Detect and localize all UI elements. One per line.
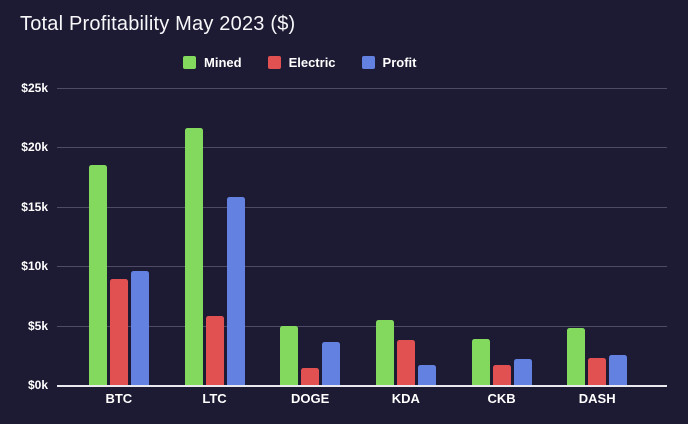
y-tick-label: $20k	[21, 140, 48, 155]
bar-group-dash	[549, 88, 645, 385]
bar-profit-btc[interactable]	[130, 270, 149, 385]
x-tick-label-doge: DOGE	[291, 391, 330, 406]
bar-mined-kda[interactable]	[375, 319, 394, 385]
x-tick-label-btc: BTC	[105, 391, 133, 406]
grid-line	[57, 266, 667, 268]
bar-profit-kda[interactable]	[417, 364, 436, 385]
bar-mined-doge[interactable]	[280, 325, 299, 385]
chart-title: Total Profitability May 2023 ($)	[20, 13, 296, 35]
bar-electric-ckb[interactable]	[492, 364, 511, 385]
x-tick-label-dash: DASH	[578, 391, 616, 406]
x-tick-label-ckb: CKB	[487, 391, 516, 406]
legend-swatch-icon	[183, 56, 196, 69]
bar-electric-btc[interactable]	[109, 279, 128, 385]
legend-item-electric[interactable]: Electric	[267, 55, 336, 70]
x-tick-label-kda: KDA	[391, 391, 420, 406]
bar-group-ckb	[454, 88, 550, 385]
y-tick-label: $25k	[21, 81, 48, 95]
bar-mined-dash[interactable]	[567, 327, 586, 385]
legend-swatch-icon	[267, 56, 281, 69]
x-axis-labels: BTC LTC DOGE KDA CKB DASH	[71, 391, 645, 406]
legend-label: Mined	[204, 55, 242, 70]
bar-electric-doge[interactable]	[301, 368, 320, 385]
legend-swatch-icon	[361, 56, 375, 69]
grid-line	[57, 325, 667, 327]
bar-profit-doge[interactable]	[322, 342, 341, 385]
bar-group-doge	[262, 88, 358, 385]
bar-electric-ltc[interactable]	[205, 316, 224, 385]
bar-mined-ckb[interactable]	[471, 338, 490, 385]
y-tick-label: $5k	[27, 318, 48, 333]
bar-profit-dash[interactable]	[609, 355, 628, 385]
grid-line	[57, 206, 667, 208]
x-axis-line	[57, 385, 667, 387]
legend-item-profit[interactable]: Profit	[361, 55, 417, 70]
bar-electric-kda[interactable]	[396, 339, 415, 385]
bar-electric-dash[interactable]	[588, 357, 607, 385]
bar-group-ltc	[167, 88, 263, 385]
grid-line	[57, 147, 667, 149]
y-tick-label: $15k	[21, 199, 48, 214]
chart-legend: Mined Electric Profit	[183, 55, 417, 70]
bar-group-btc	[71, 88, 167, 385]
bars-layer	[71, 88, 645, 385]
legend-label: Electric	[288, 55, 336, 70]
bar-mined-ltc[interactable]	[184, 128, 203, 385]
bar-group-kda	[358, 88, 454, 385]
grid-line	[57, 88, 667, 89]
bar-mined-btc[interactable]	[88, 165, 107, 385]
legend-item-mined[interactable]: Mined	[183, 55, 242, 70]
x-tick-label-ltc: LTC	[202, 391, 227, 406]
bar-profit-ckb[interactable]	[513, 358, 532, 385]
bar-profit-ltc[interactable]	[226, 197, 245, 385]
legend-label: Profit	[382, 55, 417, 70]
y-tick-label: $10k	[21, 259, 48, 274]
y-tick-label: $0k	[27, 378, 48, 392]
